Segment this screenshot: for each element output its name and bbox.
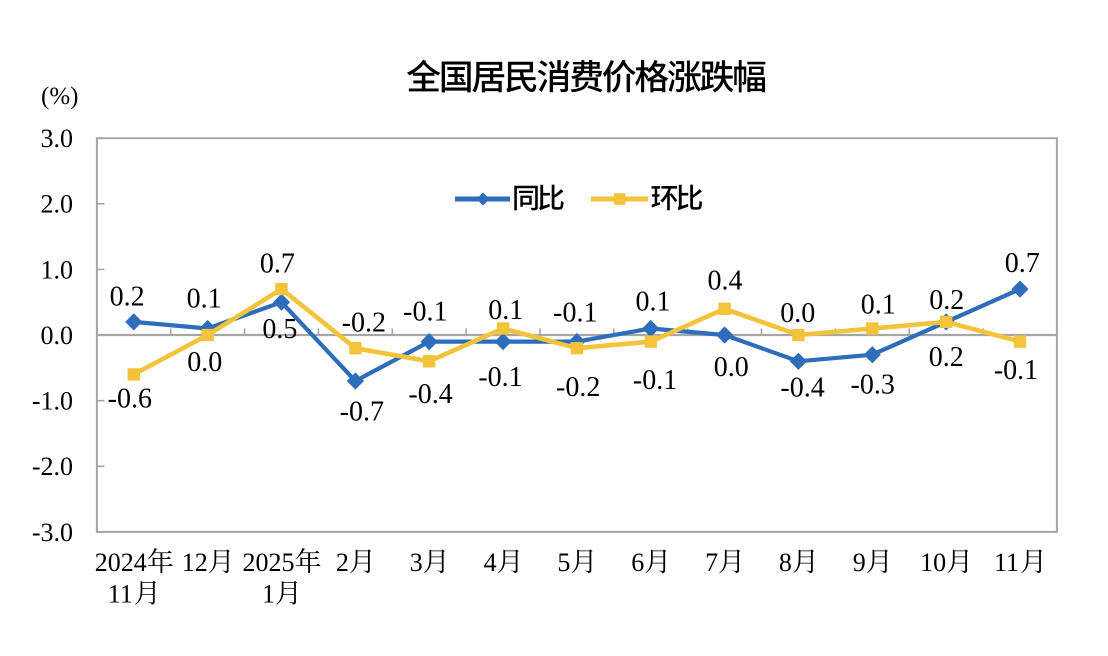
svg-text:1.0: 1.0 (41, 255, 74, 284)
svg-text:-0.7: -0.7 (340, 396, 384, 427)
svg-text:0.7: 0.7 (1005, 248, 1040, 279)
svg-text:-0.4: -0.4 (408, 379, 452, 410)
svg-text:-0.6: -0.6 (108, 384, 152, 415)
svg-text:0.2: 0.2 (929, 285, 964, 316)
svg-text:4: 4 (484, 548, 497, 577)
svg-text:0.1: 0.1 (861, 289, 896, 320)
svg-text:8: 8 (779, 548, 792, 577)
svg-text:-1.0: -1.0 (32, 387, 73, 416)
svg-text:0.2: 0.2 (929, 342, 964, 373)
svg-text:2: 2 (336, 548, 349, 577)
svg-text:0.1: 0.1 (187, 284, 222, 315)
svg-text:0.1: 0.1 (488, 295, 523, 326)
svg-text:7: 7 (705, 548, 718, 577)
svg-text:5: 5 (557, 548, 570, 577)
svg-text:0.0: 0.0 (187, 347, 222, 378)
svg-text:0.0: 0.0 (41, 321, 74, 350)
svg-text:0.5: 0.5 (262, 314, 297, 345)
svg-text:3.0: 3.0 (41, 124, 74, 153)
svg-text:-0.2: -0.2 (342, 308, 386, 339)
svg-text:2.0: 2.0 (41, 190, 74, 219)
svg-text:-0.1: -0.1 (403, 296, 447, 327)
svg-text:-0.1: -0.1 (478, 362, 522, 393)
svg-text:-2.0: -2.0 (32, 452, 73, 481)
svg-text:12: 12 (182, 548, 208, 577)
svg-text:-0.1: -0.1 (994, 355, 1038, 386)
svg-text:0.1: 0.1 (636, 287, 671, 318)
svg-text:0.7: 0.7 (260, 248, 295, 279)
svg-text:11: 11 (108, 580, 133, 609)
svg-text:-3.0: -3.0 (32, 518, 73, 547)
svg-text:3: 3 (410, 548, 423, 577)
svg-text:-0.4: -0.4 (780, 372, 824, 403)
svg-text:2025: 2025 (243, 548, 295, 577)
svg-text:0.0: 0.0 (780, 298, 815, 329)
svg-text:2024: 2024 (95, 548, 147, 577)
svg-text:1: 1 (262, 580, 275, 609)
svg-text:(%): (%) (41, 83, 78, 110)
svg-text:-0.2: -0.2 (556, 372, 600, 403)
svg-text:10: 10 (920, 548, 946, 577)
svg-text:6: 6 (631, 548, 644, 577)
svg-text:-0.1: -0.1 (553, 298, 597, 329)
svg-text:0.0: 0.0 (714, 352, 749, 383)
svg-text:0.4: 0.4 (708, 266, 743, 297)
svg-text:9: 9 (853, 548, 866, 577)
svg-text:-0.3: -0.3 (851, 369, 895, 400)
svg-text:11: 11 (994, 548, 1019, 577)
svg-text:-0.1: -0.1 (633, 365, 677, 396)
svg-text:0.2: 0.2 (110, 281, 145, 312)
